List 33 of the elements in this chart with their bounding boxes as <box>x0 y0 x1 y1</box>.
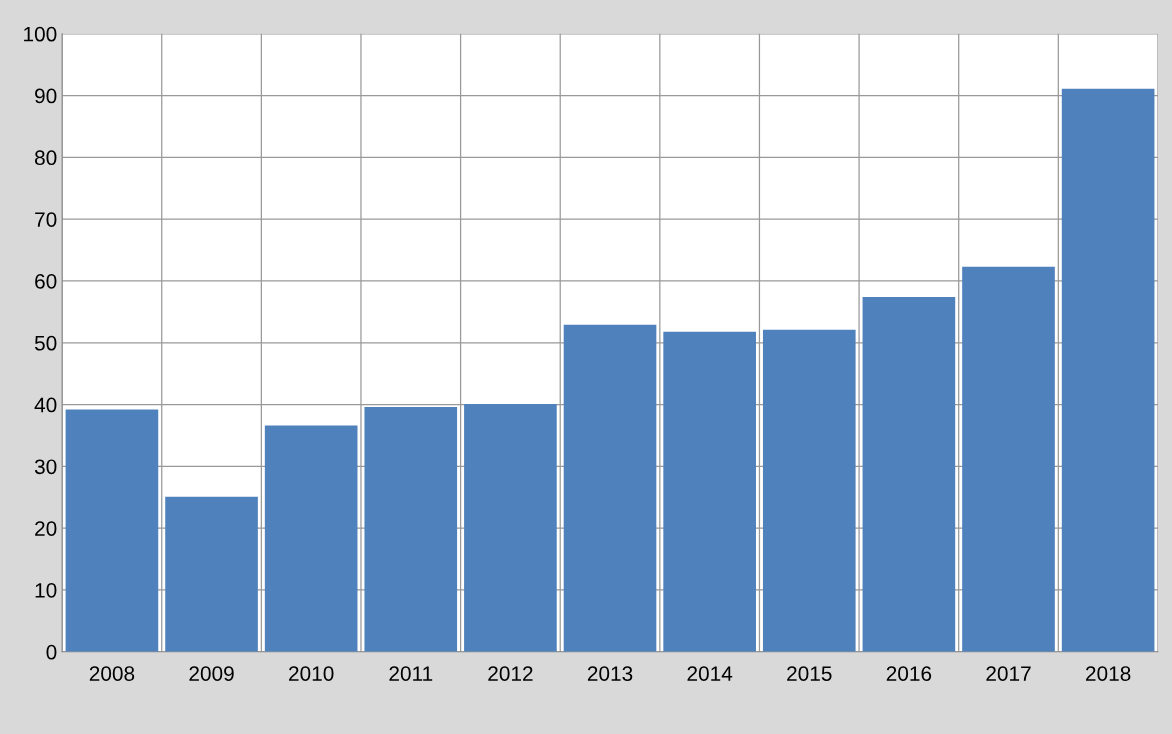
y-tick-label: 60 <box>35 273 57 289</box>
bar <box>1061 88 1155 652</box>
y-tick-label: 20 <box>35 521 57 536</box>
y-tick-label: 70 <box>35 212 57 227</box>
x-tick-label: 2009 <box>189 666 234 681</box>
bar <box>165 496 258 652</box>
bar <box>962 266 1055 652</box>
bar <box>563 324 657 652</box>
y-tick-label: 80 <box>34 150 57 166</box>
y-tick-label: 0 <box>46 644 57 660</box>
x-tick-label: 2016 <box>886 666 932 681</box>
y-tick-label: 100 <box>24 26 57 42</box>
bar <box>663 331 756 652</box>
bar <box>762 329 856 652</box>
y-tick-label: 90 <box>35 88 57 104</box>
y-tick-label: 40 <box>34 397 57 413</box>
x-tick-label: 2017 <box>986 666 1031 681</box>
bar <box>862 297 956 652</box>
bar <box>264 425 358 652</box>
y-tick-label: 10 <box>35 582 57 598</box>
x-tick-label: 2010 <box>289 666 334 681</box>
y-tick-label: 50 <box>34 335 57 351</box>
x-tick-label: 2012 <box>488 666 533 681</box>
bar <box>364 407 458 652</box>
x-tick-label: 2018 <box>1086 666 1131 681</box>
x-tick-label: 2014 <box>687 666 733 681</box>
x-tick-label: 2008 <box>89 666 135 681</box>
x-tick-label: 2015 <box>787 666 832 681</box>
x-tick-label: 2011 <box>389 666 433 681</box>
y-tick-label: 30 <box>34 459 57 475</box>
bar <box>65 409 159 652</box>
bar <box>464 403 557 652</box>
x-tick-label: 2013 <box>587 666 633 681</box>
